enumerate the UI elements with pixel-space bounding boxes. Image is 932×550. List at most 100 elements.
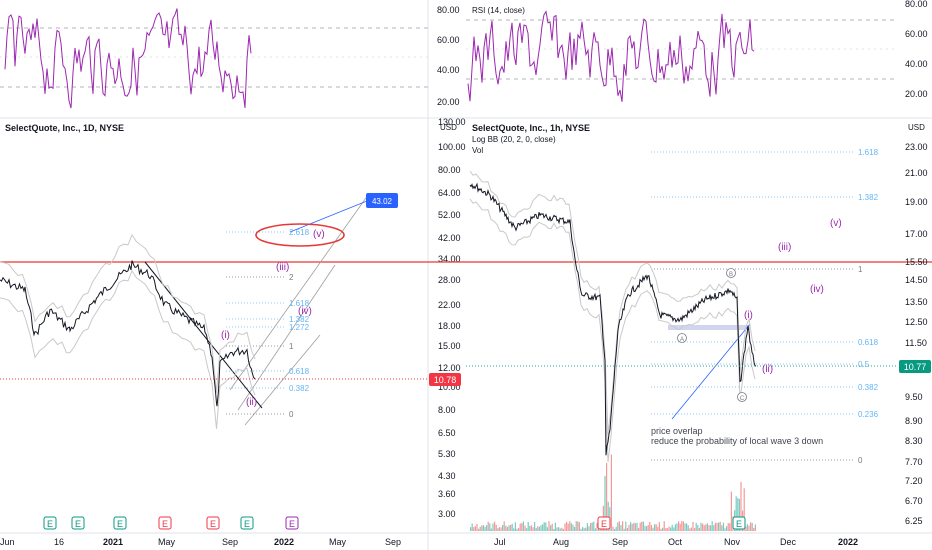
volume-bar xyxy=(506,527,508,531)
left-earnings-marker-letter: E xyxy=(162,519,168,529)
left-time-axis: Jun 16 2021 May Sep 2022 May Sep xyxy=(0,537,401,547)
right-wave-ii: (ii) xyxy=(762,364,773,375)
left-price-pane: SelectQuote, Inc., 1D, NYSE USD 130.0010… xyxy=(0,117,932,547)
left-price-tick: 64.00 xyxy=(438,188,461,198)
volume-bar xyxy=(562,528,564,531)
volume-bar xyxy=(482,525,484,531)
right-price-tick: 8.30 xyxy=(905,436,923,446)
overlap-zone[interactable] xyxy=(668,325,750,330)
left-earnings-marker[interactable]: E xyxy=(285,516,299,530)
volume-bar xyxy=(748,525,750,531)
left-earnings-marker-box xyxy=(113,516,127,530)
volume-bar xyxy=(566,521,568,531)
left-earnings-marker-letter: E xyxy=(75,519,81,529)
right-fib-levels[interactable]: 1.618 1.382 1 0.618 0.5 0.382 0.236 0 xyxy=(651,148,879,465)
left-earnings-marker[interactable]: E xyxy=(113,516,127,530)
right-wave-iii: (iii) xyxy=(778,242,791,253)
note-line-1: price overlap xyxy=(651,426,703,436)
right-earnings-marker[interactable]: E xyxy=(732,516,746,530)
left-earnings-marker-box xyxy=(206,516,220,530)
volume-bar xyxy=(625,521,627,531)
right-fib-label: 0.382 xyxy=(858,383,879,392)
volume-bar xyxy=(705,524,707,531)
svg-text:B: B xyxy=(729,272,733,278)
volume-bar xyxy=(591,522,593,531)
left-earnings-marker[interactable]: E xyxy=(71,516,85,530)
volume-bar xyxy=(487,521,489,531)
note-connector xyxy=(671,323,751,420)
volume-bar xyxy=(737,498,739,531)
right-time-tick: Oct xyxy=(668,537,683,547)
volume-bar xyxy=(478,528,480,531)
right-time-tick: Jul xyxy=(494,537,506,547)
volume-bar xyxy=(604,476,606,531)
volume-bar xyxy=(582,527,584,531)
right-volume-bars xyxy=(470,454,756,531)
left-earnings-marker[interactable]: E xyxy=(206,516,220,530)
left-earnings-marker[interactable]: E xyxy=(158,516,172,530)
volume-bar xyxy=(692,522,694,531)
volume-bar xyxy=(713,525,715,531)
right-fib-label: 0.618 xyxy=(858,338,879,347)
target-price-box[interactable] xyxy=(366,193,398,208)
volume-bar xyxy=(505,525,507,531)
volume-bar xyxy=(702,523,704,531)
target-connector xyxy=(289,200,368,233)
volume-bar xyxy=(534,522,536,531)
left-earnings-marker[interactable]: E xyxy=(43,516,57,530)
volume-bar xyxy=(513,528,515,531)
right-time-tick: 2022 xyxy=(838,537,858,547)
volume-bar xyxy=(743,488,745,531)
right-earnings-marker-box xyxy=(732,516,746,530)
volume-bar xyxy=(684,523,686,531)
volume-bar xyxy=(644,525,646,531)
volume-bar xyxy=(665,528,667,531)
volume-bar xyxy=(630,522,632,531)
left-fib-label: 1.272 xyxy=(289,323,310,332)
volume-bar xyxy=(546,527,548,531)
right-rsi-axis-label: 40.00 xyxy=(905,59,928,69)
target-ellipse[interactable] xyxy=(255,223,345,247)
volume-bar xyxy=(503,521,505,531)
volume-bar xyxy=(606,463,608,531)
volume-bar xyxy=(551,523,553,531)
volume-bar xyxy=(495,524,497,531)
volume-bar xyxy=(548,521,550,531)
volume-bar xyxy=(535,527,537,531)
right-fib-label: 0 xyxy=(858,456,863,465)
volume-bar xyxy=(751,522,753,531)
left-time-tick: 2022 xyxy=(274,537,294,547)
left-wave-ii: (ii) xyxy=(246,397,257,408)
left-earnings-marker[interactable]: E xyxy=(240,516,254,530)
volume-bar xyxy=(668,526,670,531)
volume-bar xyxy=(681,521,683,531)
volume-bar xyxy=(610,454,612,531)
volume-bar xyxy=(590,523,592,531)
right-rsi-axis-label: 60.00 xyxy=(905,29,928,39)
volume-bar xyxy=(647,525,649,531)
left-fib-label: 0 xyxy=(289,410,294,419)
volume-bar xyxy=(689,528,691,531)
volume-bar xyxy=(553,529,555,531)
volume-bar xyxy=(580,528,582,531)
right-price-tick: 7.20 xyxy=(905,476,923,486)
right-earnings-marker[interactable]: E xyxy=(597,516,611,530)
volume-bar xyxy=(527,522,529,531)
volume-bar xyxy=(572,524,574,531)
volume-bar xyxy=(559,528,561,531)
volume-bar xyxy=(708,525,710,531)
volume-bar xyxy=(706,523,708,531)
volume-bar xyxy=(718,522,720,531)
volume-bar xyxy=(617,522,619,531)
volume-bar xyxy=(489,523,491,531)
volume-bar xyxy=(652,527,654,531)
volume-bar xyxy=(558,527,560,531)
trend-channel[interactable] xyxy=(229,194,369,426)
left-current-price-box xyxy=(429,373,461,386)
right-fib-label: 1 xyxy=(858,265,863,274)
volume-bar xyxy=(532,527,534,531)
right-rsi-pane: RSI (14, close) 80.00 60.00 40.00 20.00 xyxy=(466,0,928,102)
